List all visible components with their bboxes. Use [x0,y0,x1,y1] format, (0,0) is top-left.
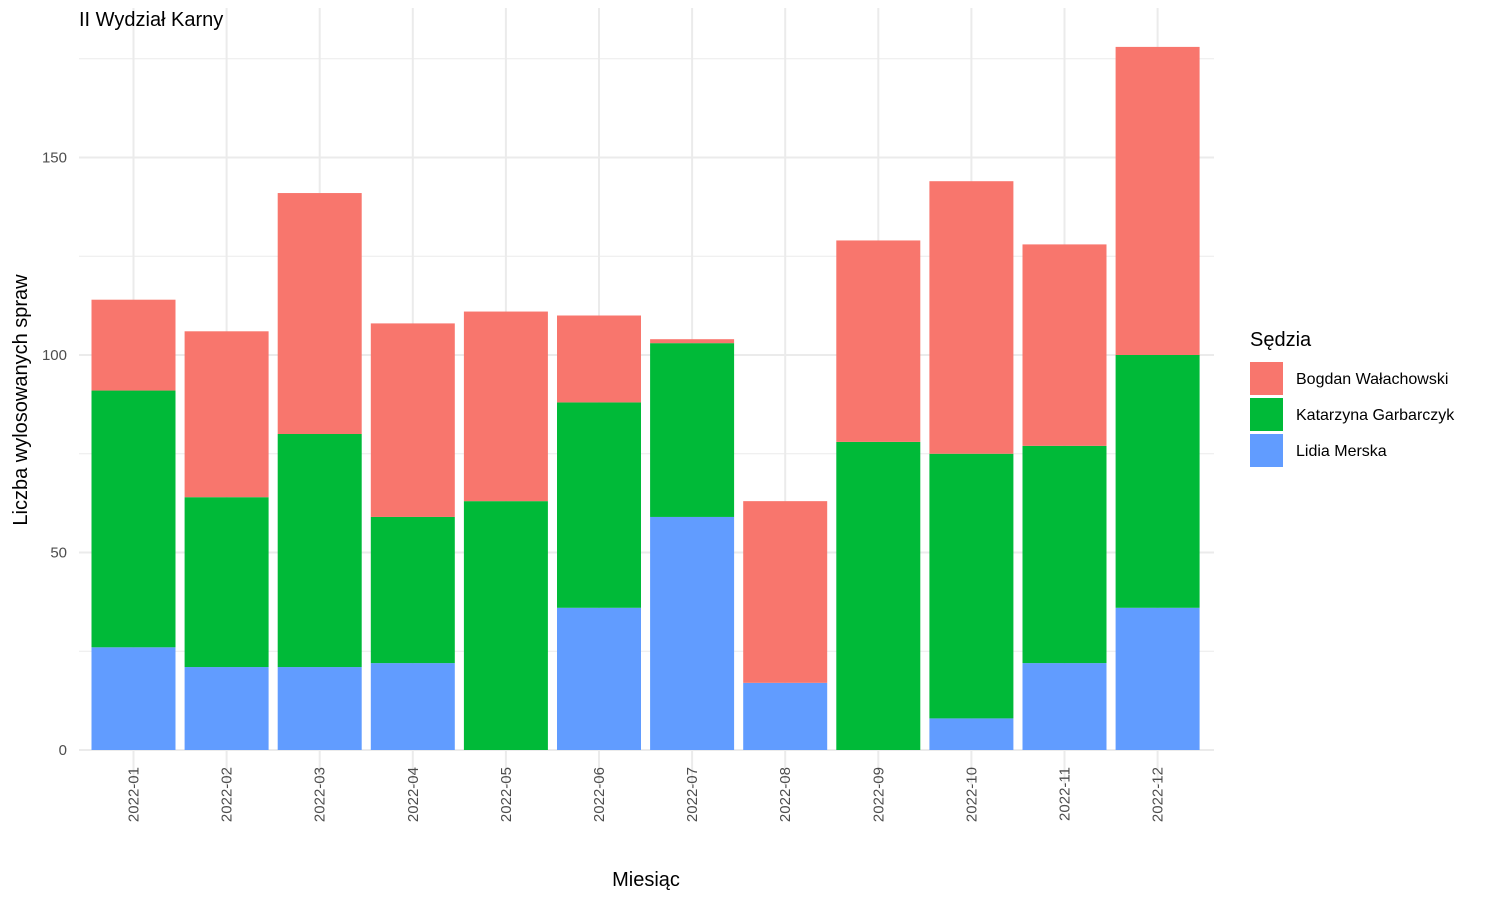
x-tick-label: 2022-06 [591,767,608,822]
x-tick-label: 2022-02 [219,767,236,822]
bar-segment [1022,445,1107,664]
x-tick-label: 2022-10 [963,767,980,822]
bar-segment [1022,244,1107,446]
x-tick-label: 2022-04 [405,767,422,822]
bar-segment [184,497,269,668]
x-tick-label: 2022-09 [870,767,887,822]
bar-segment [1115,607,1200,750]
y-axis-title: Liczba wylosowanych spraw [10,274,32,526]
bar-segment [370,516,455,664]
y-tick-label: 0 [59,742,67,759]
bar-segment [929,718,1014,750]
legend-label: Bogdan Wałachowski [1296,371,1448,388]
bar-segment [463,501,548,750]
bar-segment [650,339,735,344]
bar-segment [557,315,641,403]
bar-segment [463,311,548,502]
legend-label: Katarzyna Garbarczyk [1296,407,1455,424]
bar-segment [370,663,455,750]
x-tick-label: 2022-07 [684,767,701,822]
y-tick-label: 50 [50,545,67,562]
bar-segment [184,331,269,498]
x-tick-label: 2022-12 [1150,767,1167,822]
bar-segment [1115,46,1200,356]
legend-key [1250,362,1283,395]
x-tick-label: 2022-05 [498,767,515,822]
bar-segment [929,181,1014,454]
bar-segment [91,647,176,750]
bar-segment [929,453,1014,719]
bar-segment [650,516,735,750]
legend-label: Lidia Merska [1296,443,1387,460]
bar-segment [184,667,269,750]
bar-segment [743,501,828,683]
legend-key [1250,434,1283,467]
x-tick-label: 2022-08 [777,767,794,822]
bar-segment [91,299,176,391]
x-tick-label: 2022-01 [126,767,143,822]
bar-segment [1022,663,1107,750]
legend: Sędzia Bogdan Wałachowski Katarzyna Garba… [1250,329,1455,467]
bar-segment [277,193,362,434]
legend-key [1250,398,1283,431]
bar-segment [1115,355,1200,608]
bar-segment [650,343,735,517]
bar-segment [557,402,641,608]
y-tick-label: 100 [42,347,67,364]
legend-title: Sędzia [1250,329,1312,351]
bar-segment [277,667,362,750]
axis-layer: II Wydział Karny Miesiąc Liczba wylosowa… [10,9,1167,891]
bar-segment [557,607,641,750]
bar-segment [370,323,455,517]
bar-segment [277,434,362,668]
x-axis-title: Miesiąc [612,869,680,891]
x-tick-label: 2022-03 [312,767,329,822]
bars-layer [91,46,1200,750]
bar-segment [743,682,828,750]
bar-segment [836,441,921,750]
chart-title: II Wydział Karny [79,9,223,31]
y-tick-label: 150 [42,150,67,167]
x-tick-label: 2022-11 [1057,767,1074,821]
bar-segment [91,390,176,648]
bar-segment [836,240,921,442]
